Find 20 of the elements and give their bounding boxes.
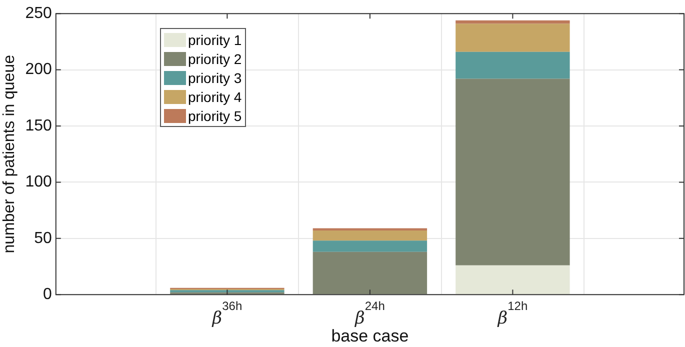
bar [312,240,428,252]
legend-label: priority 5 [188,108,242,124]
legend-label: priority 4 [188,88,242,104]
y-tick-label: 250 [25,5,52,22]
legend-label: priority 2 [188,50,242,66]
legend-label: priority 3 [188,70,242,86]
legend-label: priority 1 [188,32,242,48]
y-tick-label: 150 [25,117,52,134]
bar [456,24,570,52]
bar [456,78,570,266]
bar [456,52,570,79]
y-axis-title: number of patients in queue [1,54,18,254]
bar [456,265,570,294]
bar [312,230,428,241]
x-axis-title: base case [331,326,409,346]
bar [312,252,428,294]
y-tick-label: 200 [25,61,52,78]
y-tick-label: 0 [42,286,52,304]
y-tick-label: 100 [25,174,52,191]
y-tick-label: 50 [34,230,52,247]
